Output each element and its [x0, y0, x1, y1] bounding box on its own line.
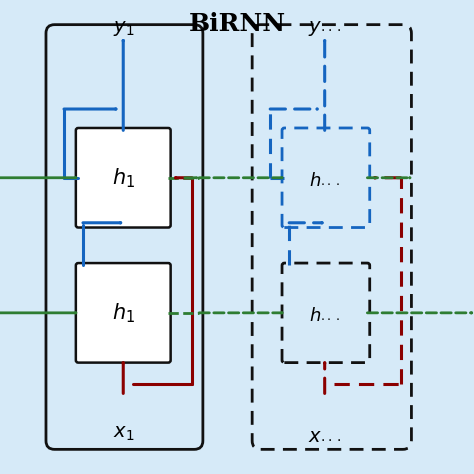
Text: $x_1$: $x_1$ [112, 424, 134, 443]
Text: $x_{\cdot\cdot\cdot}$: $x_{\cdot\cdot\cdot}$ [308, 424, 341, 443]
FancyBboxPatch shape [76, 263, 171, 363]
Text: BiRNN: BiRNN [189, 12, 285, 36]
Text: $y_1$: $y_1$ [112, 19, 134, 38]
FancyBboxPatch shape [76, 128, 171, 228]
Text: $h_1$: $h_1$ [112, 166, 135, 190]
Text: $y_{\cdot\cdot\cdot}$: $y_{\cdot\cdot\cdot}$ [308, 19, 341, 38]
Text: $h_{\cdot\cdot\cdot}$: $h_{\cdot\cdot\cdot}$ [309, 169, 340, 187]
Text: $h_{\cdot\cdot\cdot}$: $h_{\cdot\cdot\cdot}$ [309, 304, 340, 322]
Text: $h_1$: $h_1$ [112, 301, 135, 325]
